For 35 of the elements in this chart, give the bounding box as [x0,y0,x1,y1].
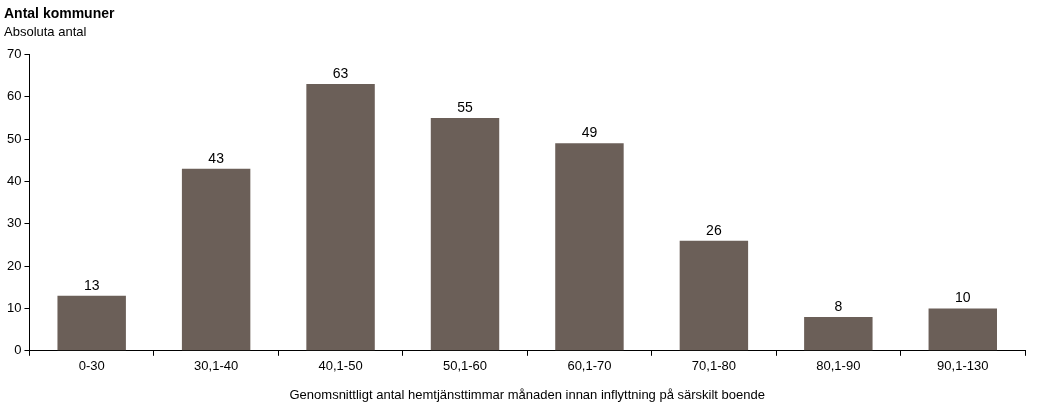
x-tick-label: 30,1-40 [194,358,239,374]
y-tick-label: 30 [6,215,22,231]
bar [181,168,251,351]
bar [430,117,500,351]
data-label: 10 [954,289,971,306]
bar [57,295,126,351]
data-label: 55 [457,98,474,115]
chart-subtitle: Absoluta antal [4,24,87,40]
x-tick-label: 80,1-90 [816,358,861,374]
y-tick-label: 70 [6,45,22,61]
bar [804,316,873,351]
data-label: 8 [834,297,843,314]
data-label: 43 [208,149,225,166]
y-tick-label: 50 [6,130,22,146]
y-tick-label: 0 [14,342,22,358]
x-tick-label: 50,1-60 [442,358,488,374]
bar [679,240,749,351]
bar [306,84,375,351]
x-axis-title: Genomsnittligt antal hemtjänsttimmar månaden innan inflyttning på särskilt boende [289,386,765,402]
y-tick-label: 20 [6,257,22,273]
y-tick-label: 40 [6,173,22,189]
x-tick-label: 60,1-70 [567,358,612,374]
x-tick-label: 70,1-80 [691,358,736,374]
x-tick-label: 0-30 [78,358,105,374]
data-label: 13 [83,276,100,293]
x-tick-label: 40,1-50 [318,358,363,374]
data-label: 49 [581,124,598,141]
data-label: 63 [332,64,349,81]
y-tick-label: 60 [6,88,22,104]
y-tick-label: 10 [6,300,22,316]
bar [928,308,997,351]
x-tick-label: 90,1-130 [937,358,989,374]
data-label: 26 [706,221,722,238]
chart-title: Antal kommuner [4,5,116,22]
bar [555,143,624,351]
